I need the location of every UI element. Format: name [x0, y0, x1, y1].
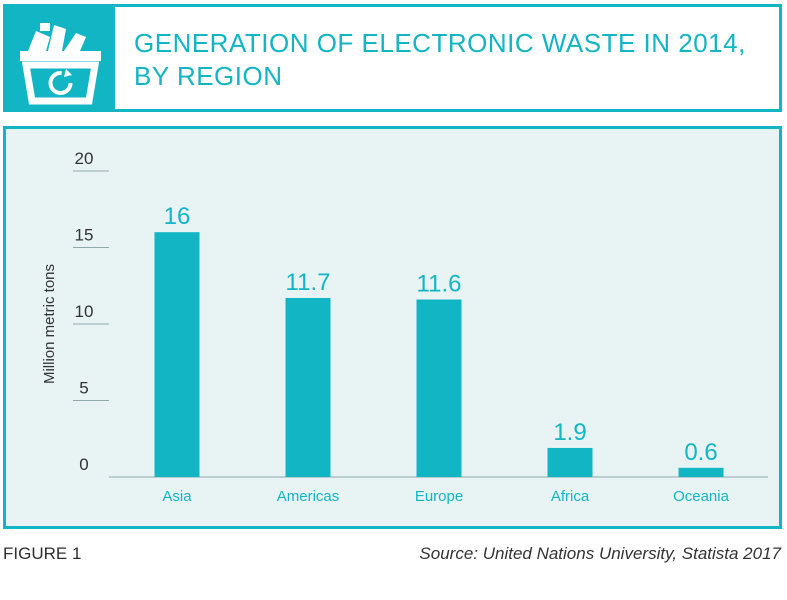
- bar-asia: [154, 232, 200, 477]
- bar-europe: [416, 299, 462, 477]
- data-label: 1.9: [553, 419, 586, 446]
- chart-panel: 0 5 10 15 20 Million metric tons 16 Asia 11.7 Ame…: [3, 126, 782, 529]
- chart-title: GENERATION OF ELECTRONIC WASTE IN 2014, …: [134, 27, 746, 93]
- category-label: Asia: [162, 488, 192, 505]
- figure-label: FIGURE 1: [3, 544, 82, 563]
- y-tick-label: 5: [79, 379, 88, 398]
- y-tick-label: 20: [75, 149, 94, 168]
- category-label: Americas: [277, 488, 340, 505]
- bar-africa: [547, 447, 593, 477]
- bar-americas: [285, 297, 331, 477]
- category-label: Oceania: [673, 488, 730, 505]
- data-label: 11.7: [286, 269, 331, 296]
- chart-header: GENERATION OF ELECTRONIC WASTE IN 2014, …: [3, 4, 782, 112]
- chart-title-line-2: BY REGION: [134, 61, 283, 91]
- source-note: Source: United Nations University, Stati…: [419, 544, 781, 563]
- y-axis-title: Million metric tons: [41, 264, 58, 384]
- data-label: 16: [164, 203, 191, 230]
- category-label: Africa: [551, 488, 590, 505]
- y-tick-label: 15: [75, 226, 94, 245]
- y-tick-label: 10: [75, 302, 94, 321]
- data-label: 11.6: [417, 271, 462, 298]
- data-label: 0.6: [684, 439, 717, 466]
- chart-title-line-1: GENERATION OF ELECTRONIC WASTE IN 2014,: [134, 28, 746, 58]
- bar-oceania: [678, 467, 724, 477]
- y-tick-label: 0: [79, 455, 88, 474]
- bar-chart: 0 5 10 15 20 Million metric tons 16 Asia 11.7 Ame…: [41, 149, 768, 505]
- category-label: Europe: [415, 488, 463, 505]
- recycling-bin-icon: [6, 7, 115, 109]
